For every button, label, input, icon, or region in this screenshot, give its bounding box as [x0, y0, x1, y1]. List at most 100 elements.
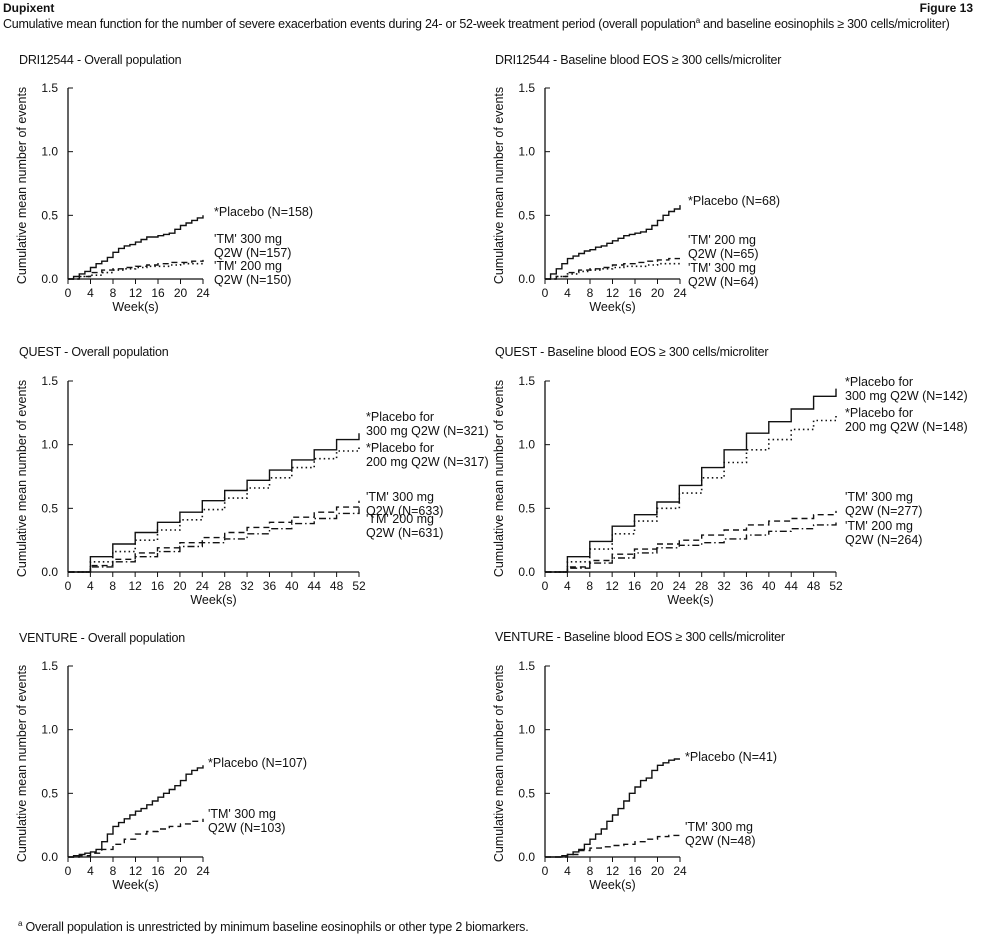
x-tick-label: 32	[240, 579, 254, 593]
y-tick-label: 1.5	[41, 374, 58, 388]
series-line	[545, 834, 681, 858]
y-tick-label: 0.0	[41, 565, 58, 579]
product-name: Dupixent	[3, 1, 55, 15]
x-tick-label: 24	[196, 864, 210, 878]
series-label-line: *Placebo for	[366, 410, 434, 424]
series-label: 'TM' 300 mg Q2W (N=633)	[366, 490, 443, 518]
x-tick-label: 8	[109, 579, 116, 593]
y-tick-label: 1.0	[518, 438, 535, 452]
y-tick-label: 0.0	[41, 272, 58, 286]
series-label-line: Q2W (N=64)	[688, 275, 759, 289]
series-line	[68, 215, 204, 280]
series-label-line: *Placebo (N=68)	[688, 194, 780, 208]
series-line	[545, 519, 837, 573]
series-label-line: *Placebo (N=158)	[214, 205, 313, 219]
series-label: 'TM' 300 mg Q2W (N=103)	[208, 807, 285, 835]
panel-title-dri-overall: DRI12544 - Overall population	[19, 53, 182, 67]
series-label: *Placebo (N=68)	[688, 194, 780, 208]
series-label: 'TM' 300 mg Q2W (N=64)	[688, 261, 759, 289]
series-line	[68, 433, 360, 573]
series-label-line: 300 mg Q2W (N=142)	[845, 389, 968, 403]
x-tick-label: 4	[87, 579, 94, 593]
y-tick-label: 0.0	[518, 272, 535, 286]
series-label-line: *Placebo for	[366, 441, 434, 455]
x-tick-label: 12	[128, 579, 142, 593]
y-tick-label: 1.5	[518, 374, 535, 388]
x-tick-label: 20	[174, 864, 188, 878]
x-tick-label: 20	[173, 579, 187, 593]
series-label-line: 200 mg Q2W (N=317)	[366, 455, 489, 469]
x-tick-label: 16	[151, 864, 165, 878]
footnote: a Overall population is unrestricted by …	[18, 919, 529, 934]
y-tick-label: 1.0	[41, 145, 58, 159]
y-tick-label: 1.0	[41, 438, 58, 452]
y-axis-label: Cumulative mean number of events	[492, 380, 506, 577]
series-line	[68, 259, 204, 280]
series-label-line: *Placebo (N=41)	[685, 750, 777, 764]
series-label-line: Q2W (N=633)	[366, 504, 443, 518]
x-axis-label: Week(s)	[589, 878, 635, 892]
y-axis-label: Cumulative mean number of events	[492, 665, 506, 862]
series-label-line: 300 mg Q2W (N=321)	[366, 424, 489, 438]
footnote-text: Overall population is unrestricted by mi…	[22, 920, 529, 935]
x-tick-label: 24	[673, 579, 687, 593]
series-label-line: Q2W (N=277)	[845, 504, 922, 518]
series-label-line: Q2W (N=150)	[214, 273, 291, 287]
series-label-line: *Placebo for	[845, 375, 913, 389]
series-label-line: Q2W (N=157)	[214, 246, 291, 260]
series-line	[68, 444, 360, 573]
y-tick-label: 0.5	[518, 501, 535, 515]
series-label-line: 'TM' 300 mg	[214, 232, 282, 246]
x-tick-label: 20	[650, 579, 664, 593]
x-tick-label: 12	[129, 286, 143, 300]
x-tick-label: 20	[651, 864, 665, 878]
series-label: *Placebo (N=107)	[208, 756, 307, 770]
panel-title-venture-overall: VENTURE - Overall population	[19, 631, 185, 645]
x-tick-label: 16	[151, 579, 165, 593]
x-tick-label: 20	[651, 286, 665, 300]
x-tick-label: 0	[542, 579, 549, 593]
x-tick-label: 0	[542, 286, 549, 300]
series-label-line: Q2W (N=65)	[688, 247, 759, 261]
y-tick-label: 0.5	[41, 501, 58, 515]
y-tick-label: 1.5	[518, 659, 535, 673]
series-label: 'TM' 300 mg Q2W (N=277)	[845, 490, 922, 518]
series-line	[545, 758, 680, 858]
panel-title-quest-eos: QUEST - Baseline blood EOS ≥ 300 cells/m…	[495, 345, 769, 359]
y-tick-label: 0.5	[518, 786, 535, 800]
x-tick-label: 12	[605, 579, 619, 593]
x-tick-label: 16	[628, 286, 642, 300]
x-tick-label: 12	[606, 286, 620, 300]
series-label: *Placebo for 300 mg Q2W (N=321)	[366, 410, 489, 438]
series-line	[545, 205, 681, 280]
series-line	[68, 818, 204, 858]
x-tick-label: 24	[196, 579, 210, 593]
x-tick-label: 8	[110, 286, 117, 300]
caption-tail: and baseline eosinophils ≥ 300 cells/mic…	[699, 17, 950, 32]
series-label-line: 'TM' 200 mg	[688, 233, 756, 247]
series-label-line: 'TM' 300 mg	[845, 490, 913, 504]
series-line	[68, 500, 360, 573]
series-label-line: *Placebo (N=107)	[208, 756, 307, 770]
series-label: *Placebo for 200 mg Q2W (N=317)	[366, 441, 489, 469]
x-tick-label: 40	[285, 579, 299, 593]
x-tick-label: 28	[695, 579, 709, 593]
x-axis-label: Week(s)	[112, 300, 158, 314]
x-axis-label: Week(s)	[112, 878, 158, 892]
x-tick-label: 4	[564, 864, 571, 878]
x-tick-label: 12	[129, 864, 143, 878]
x-tick-label: 48	[330, 579, 344, 593]
y-tick-label: 0.0	[41, 850, 58, 864]
series-label: 'TM' 200 mg Q2W (N=65)	[688, 233, 759, 261]
x-tick-label: 52	[829, 579, 843, 593]
x-axis-label: Week(s)	[589, 300, 635, 314]
x-tick-label: 28	[218, 579, 232, 593]
x-tick-label: 24	[673, 286, 687, 300]
x-tick-label: 0	[65, 579, 72, 593]
x-tick-label: 32	[717, 579, 731, 593]
series-label: 'TM' 300 mg Q2W (N=157)	[214, 232, 291, 260]
series-label-line: Q2W (N=631)	[366, 526, 443, 540]
